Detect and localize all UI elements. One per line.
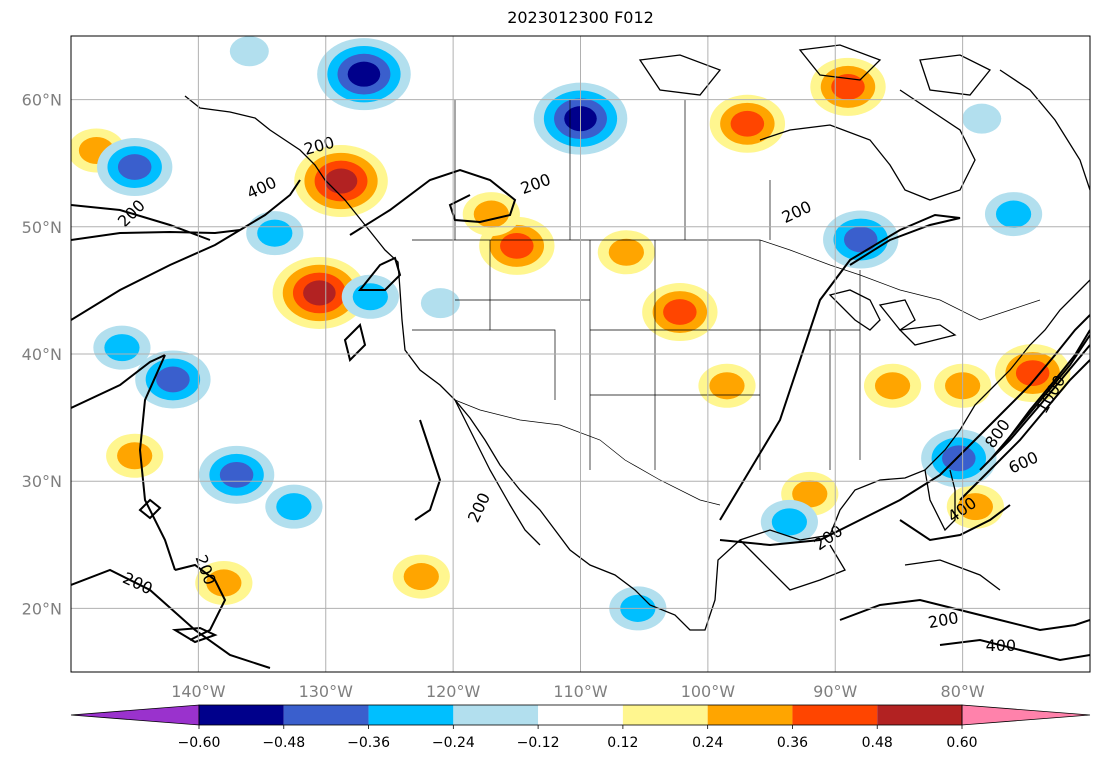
negative-anomaly — [317, 38, 411, 111]
colorbar-segment — [877, 705, 962, 725]
anomaly-shading — [71, 36, 1071, 631]
colorbar-tick-label: 0.24 — [692, 735, 723, 751]
colorbar-segment — [368, 705, 454, 725]
lat-tick-label: 30°N — [22, 472, 62, 491]
colorbar-segment — [707, 705, 793, 725]
lon-tick-label: 80°W — [941, 682, 985, 701]
negative-anomaly — [420, 288, 460, 319]
coastlines — [184, 44, 1090, 631]
negative-anomaly — [265, 484, 323, 529]
positive-anomaly — [106, 433, 164, 478]
negative-anomaly — [760, 499, 818, 544]
colorbar-segment — [538, 705, 623, 725]
negative-anomaly — [984, 192, 1043, 237]
colorbar-tick-label: −0.12 — [517, 735, 560, 751]
colorbar-low-extension — [70, 704, 200, 726]
positive-anomaly — [272, 256, 367, 329]
colorbar-tick-label: −0.60 — [178, 735, 221, 751]
plot-frame — [70, 35, 1091, 673]
colorbar-tick-label: 0.60 — [946, 735, 977, 751]
negative-anomaly — [246, 211, 304, 256]
positive-anomaly — [597, 230, 655, 275]
colorbar-segment — [283, 705, 369, 725]
negative-anomaly — [93, 325, 151, 370]
positive-anomaly — [642, 283, 718, 342]
positive-anomaly — [392, 554, 450, 599]
lon-tick-label: 130°W — [299, 682, 354, 701]
colorbar-tick-label: −0.36 — [347, 735, 390, 751]
colorbar-tick-label: 0.36 — [777, 735, 808, 751]
political-borders — [412, 100, 1041, 506]
positive-anomaly — [863, 363, 922, 408]
longitude-tick-labels: 140°W 130°W 120°W 110°W 100°W 90°W 80°W — [171, 682, 985, 701]
latitude-tick-labels: 20°N 30°N 40°N 50°N 60°N — [22, 91, 62, 619]
positive-anomaly — [810, 57, 886, 116]
negative-anomaly — [135, 350, 211, 409]
map-title: 2023012300 F012 — [507, 8, 654, 27]
positive-anomaly — [294, 145, 388, 218]
colorbar-segment — [792, 705, 878, 725]
negative-anomaly — [341, 274, 399, 319]
lat-tick-label: 20°N — [22, 599, 62, 618]
negative-anomaly — [96, 138, 173, 197]
negative-anomaly — [229, 36, 269, 67]
positive-anomaly — [709, 94, 786, 153]
lon-tick-label: 140°W — [171, 682, 226, 701]
negative-anomaly — [962, 103, 1002, 134]
positive-anomaly — [946, 484, 1004, 529]
colorbar-tick-label: 0.48 — [862, 735, 893, 751]
lon-tick-label: 100°W — [681, 682, 736, 701]
colorbar-tick-label: 0.12 — [607, 735, 638, 751]
height-contours — [71, 168, 1090, 669]
lon-tick-label: 90°W — [813, 682, 857, 701]
negative-anomaly — [823, 210, 899, 269]
graticule — [71, 36, 1090, 672]
colorbar-segment — [453, 705, 539, 725]
lon-tick-label: 110°W — [553, 682, 608, 701]
colorbar-tick-label: −0.48 — [262, 735, 305, 751]
positive-anomaly — [195, 560, 253, 605]
lat-tick-label: 50°N — [22, 218, 62, 237]
lon-tick-label: 120°W — [426, 682, 481, 701]
colorbar-segment — [622, 705, 708, 725]
contour-label: 400 — [986, 636, 1017, 655]
colorbar-tick-label: −0.24 — [432, 735, 475, 751]
colorbar: −0.60 −0.48 −0.36 −0.24 −0.12 0.12 0.24 0.36 0.4… — [70, 704, 1091, 751]
negative-anomaly — [198, 445, 275, 504]
positive-anomaly — [698, 363, 756, 408]
colorbar-segment — [199, 705, 284, 725]
lat-tick-label: 60°N — [22, 91, 62, 110]
lat-tick-label: 40°N — [22, 345, 62, 364]
colorbar-high-extension — [961, 704, 1091, 726]
